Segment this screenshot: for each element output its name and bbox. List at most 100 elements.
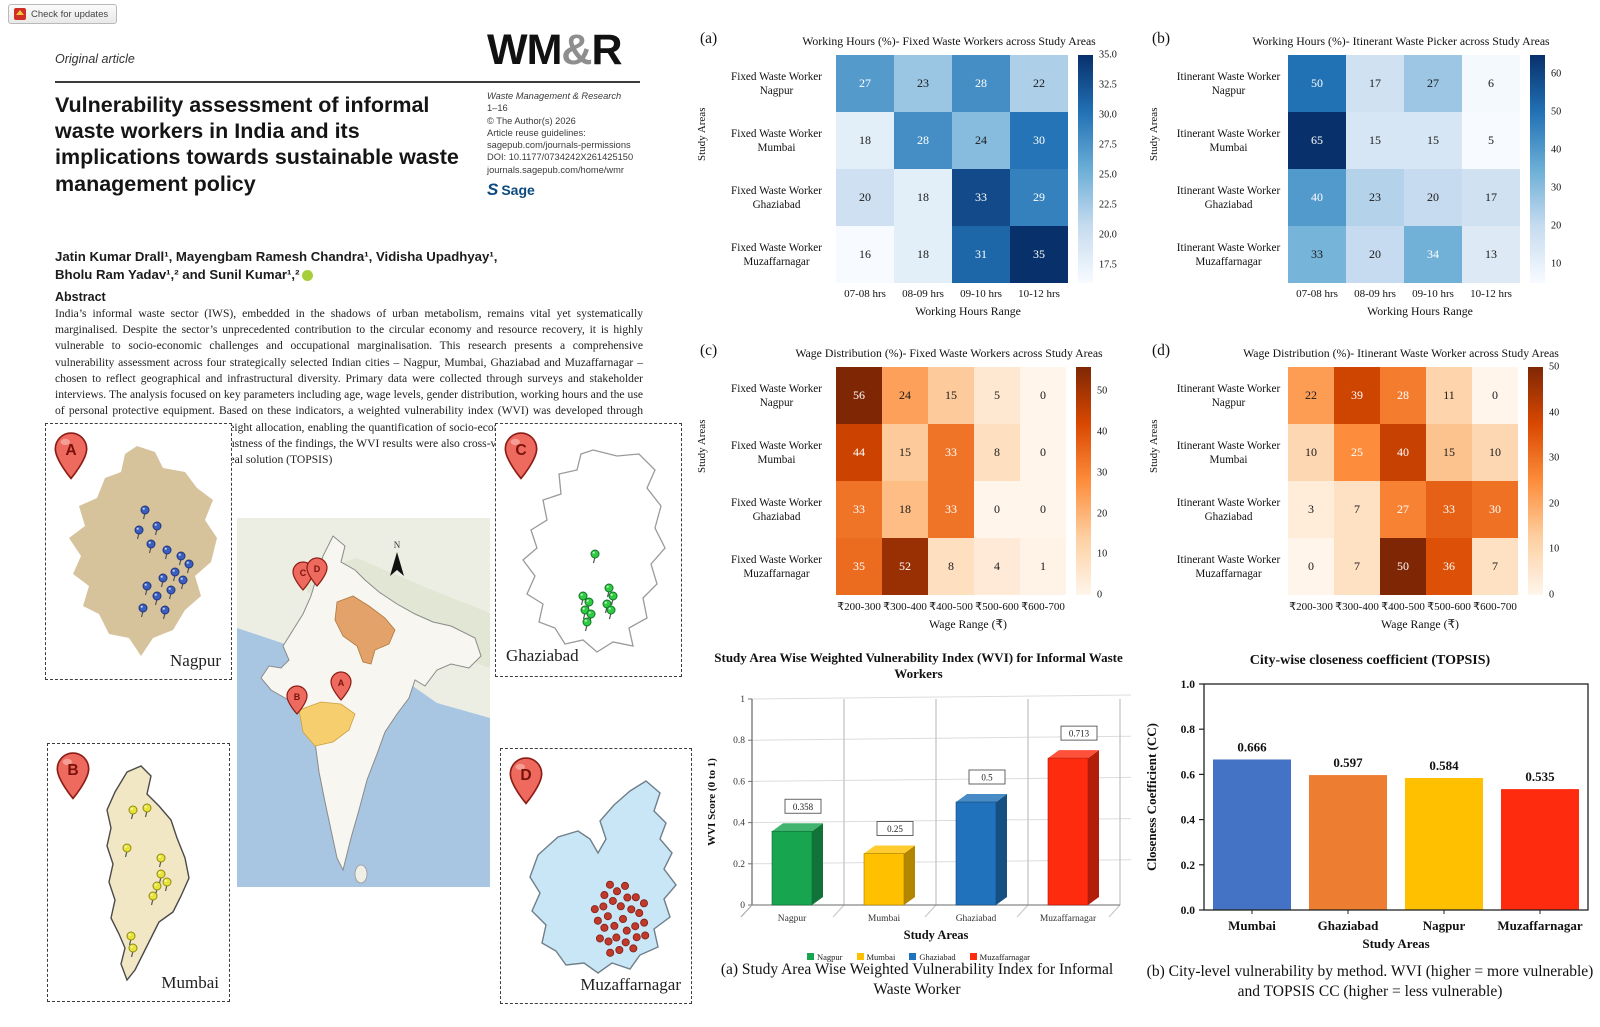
sage-mark: S: [487, 179, 499, 199]
worker-location-marker: [138, 603, 148, 618]
worker-location-marker: [604, 937, 613, 946]
worker-location-marker: [641, 931, 650, 940]
svg-text:1.0: 1.0: [1181, 679, 1196, 691]
heatmap-col-label: ₹400-500: [1381, 601, 1425, 613]
heatmap-b-grid: Itinerant Waste Worker Nagpur 50 17 27 6 Itin…: [1176, 55, 1520, 300]
worker-location-marker: [142, 581, 152, 596]
colorbar-tick: 32.5: [1099, 79, 1117, 91]
colorbar-tick: 17.5: [1099, 259, 1117, 271]
heatmap-cell: 28: [1380, 367, 1426, 424]
heatmap-cell: 17: [1462, 169, 1520, 226]
svg-text:B: B: [294, 692, 301, 702]
india-map: N A B C D: [237, 518, 490, 887]
heatmap-cell: 39: [1334, 367, 1380, 424]
worker-location-marker: [148, 891, 158, 906]
heatmap-c-xlabel: Wage Range (₹): [929, 617, 1007, 631]
heatmap-cell: 18: [882, 481, 928, 538]
worker-location-marker: [629, 944, 638, 953]
worker-location-marker: [635, 909, 644, 918]
heatmap-row-label: Fixed Waste Worker Muzaffarnagar: [731, 553, 822, 580]
map-box-nagpur: A Nagpur: [45, 423, 232, 680]
heatmap-col-label: 09-10 hrs: [960, 288, 1002, 300]
heatmap-col-label: ₹500-600: [975, 601, 1019, 613]
svg-text:Ghaziabad: Ghaziabad: [956, 914, 997, 924]
worker-location-marker: [158, 573, 168, 588]
heatmap-c-ylabel: Study Areas: [696, 419, 708, 473]
heatmap-cell: 50: [1288, 55, 1346, 112]
logo-amp: &: [561, 26, 592, 74]
check-for-updates-button[interactable]: Check for updates: [8, 4, 118, 24]
heatmap-cell: 16: [836, 226, 894, 283]
journal-info: Waste Management & Research 1–16 © The A…: [487, 90, 647, 201]
heatmap-cell: 27: [836, 55, 894, 112]
heatmap-cell: 18: [894, 169, 952, 226]
panel-letter-a: (a): [700, 30, 718, 47]
heatmap-cell: 22: [1010, 55, 1068, 112]
legend-item: Ghaziabad: [909, 952, 956, 962]
authors-line2: Bholu Ram Yadav¹,² and Sunil Kumar¹,²: [55, 266, 575, 284]
heatmap-col-label: ₹300-400: [1335, 601, 1379, 613]
mumbai-map: [106, 765, 190, 982]
heatmap-cell: 34: [1404, 226, 1462, 283]
heatmap-cell: 10: [1472, 424, 1518, 481]
worker-location-marker: [604, 583, 614, 598]
heatmap-col-label: ₹500-600: [1427, 601, 1471, 613]
worker-location-marker: [612, 887, 621, 896]
map-label-muzaffarnagar: Muzaffarnagar: [580, 975, 681, 994]
heatmap-cell: 35: [836, 538, 882, 595]
worker-location-marker: [128, 943, 138, 958]
panel-letter-c: (c): [700, 342, 718, 359]
heatmap-d-ylabel: Study Areas: [1148, 419, 1160, 473]
svg-text:0.6: 0.6: [733, 777, 745, 787]
heatmap-row-label: Itinerant Waste Worker Muzaffarnagar: [1176, 553, 1281, 580]
heatmap-working-hours-fixed: (a) Working Hours (%)- Fixed Waste Worke…: [696, 26, 1148, 336]
journal-home-link[interactable]: journals.sagepub.com/home/wmr: [487, 164, 624, 175]
heatmap-cell: 44: [836, 424, 882, 481]
topsis-chart: City-wise closeness coefficient (TOPSIS)…: [1140, 652, 1600, 971]
heatmap-cell: 28: [894, 112, 952, 169]
wvi-chart-plot: 0 0.2 0.4 0.6 0.8 1 0.358 Nagpur 0.25 Mumbai 0.5 Gh…: [706, 694, 1132, 942]
legend-item: Mumbai: [856, 952, 895, 962]
journal-permissions-link[interactable]: sagepub.com/journals-permissions: [487, 140, 631, 151]
heatmap-col-label: ₹300-400: [883, 601, 927, 613]
heatmap-cell: 7: [1472, 538, 1518, 595]
legend-item: Nagpur: [807, 952, 843, 962]
worker-location-marker: [126, 931, 136, 946]
colorbar-tick: 50: [1551, 106, 1562, 118]
heatmap-b-title: Working Hours (%)- Itinerant Waste Picke…: [1252, 34, 1550, 48]
heatmap-cell: 17: [1346, 55, 1404, 112]
pin-letter-b: B: [67, 762, 78, 779]
svg-text:0.584: 0.584: [1429, 758, 1459, 773]
map-label-nagpur: Nagpur: [170, 651, 221, 670]
worker-location-marker: [176, 551, 186, 566]
worker-location-marker: [605, 880, 614, 889]
heatmap-row-label: Fixed Waste Worker Mumbai: [731, 439, 822, 466]
worker-location-marker: [146, 539, 156, 554]
heatmap-cell: 52: [882, 538, 928, 595]
heatmap-wage-itinerant: (d) Wage Distribution (%)- Itinerant Was…: [1148, 338, 1600, 650]
svg-text:0.0: 0.0: [1181, 905, 1196, 917]
worker-location-marker: [184, 559, 194, 574]
worker-location-marker: [162, 545, 172, 560]
heatmap-cell: 65: [1288, 112, 1346, 169]
heatmap-cell: 0: [1472, 367, 1518, 424]
worker-location-marker: [142, 803, 152, 818]
orcid-icon[interactable]: [301, 269, 313, 281]
authors-line1: Jatin Kumar Drall¹, Mayengbam Ramesh Cha…: [55, 249, 498, 264]
heatmap-cell: 0: [1020, 367, 1066, 424]
ghaziabad-map: [522, 449, 666, 653]
worker-location-marker: [178, 575, 188, 590]
svg-text:0.4: 0.4: [733, 818, 745, 828]
heatmap-col-label: ₹600-700: [1021, 601, 1065, 613]
compass-north-icon: N: [390, 540, 404, 576]
heatmap-cell: 20: [836, 169, 894, 226]
heatmap-c-colorbar: 0 10 20 30 40 50: [1076, 367, 1107, 601]
heatmap-c-title: Wage Distribution (%)- Fixed Waste Worke…: [795, 346, 1103, 360]
heatmap-cell: 10: [1288, 424, 1334, 481]
svg-text:Closeness Coefficient (CC): Closeness Coefficient (CC): [1144, 722, 1159, 870]
worker-location-marker: [160, 605, 170, 620]
heatmap-d-xlabel: Wage Range (₹): [1381, 617, 1459, 631]
worker-location-marker: [152, 591, 162, 606]
maharashtra-region: [298, 701, 356, 747]
heatmap-cell: 0: [1020, 424, 1066, 481]
